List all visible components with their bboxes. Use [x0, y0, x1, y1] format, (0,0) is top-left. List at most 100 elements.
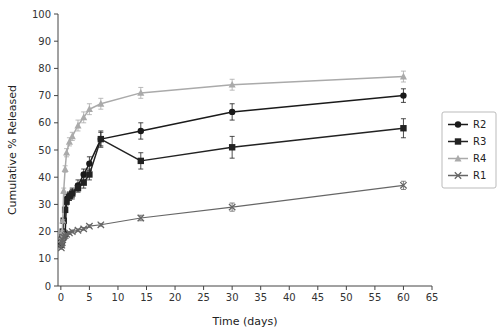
y-tick-label: 80	[38, 63, 51, 74]
x-tick	[403, 286, 404, 290]
point	[63, 198, 69, 204]
point	[80, 114, 87, 121]
x-tick	[346, 286, 347, 290]
x-tick-label: 65	[426, 292, 439, 303]
point	[138, 128, 144, 134]
x-tick-label: 60	[397, 292, 410, 303]
y-tick	[54, 14, 58, 15]
point	[138, 158, 144, 164]
x-tick	[203, 286, 204, 290]
x-tick	[317, 286, 318, 290]
point	[69, 190, 75, 196]
point	[137, 89, 144, 96]
point	[59, 217, 66, 224]
y-tick-label: 40	[38, 172, 51, 183]
legend-marker	[455, 138, 461, 144]
y-tick	[54, 122, 58, 123]
y-tick-label: 100	[32, 9, 51, 20]
x-tick-label: 5	[86, 292, 92, 303]
point	[138, 215, 144, 221]
point	[98, 136, 104, 142]
y-tick-label: 0	[45, 281, 51, 292]
point	[229, 144, 235, 150]
x-tick-label: 40	[283, 292, 296, 303]
legend-marker	[455, 172, 461, 178]
y-tick-label: 10	[38, 253, 51, 264]
plot-area	[58, 71, 407, 251]
x-tick	[374, 286, 375, 290]
legend-marker	[455, 121, 461, 127]
x-tick	[260, 286, 261, 290]
series	[58, 89, 407, 249]
point	[63, 149, 70, 156]
point	[86, 105, 93, 112]
line	[61, 185, 403, 248]
point	[75, 185, 81, 191]
error-bar	[230, 104, 235, 120]
point	[80, 171, 86, 177]
y-tick-label: 70	[38, 90, 51, 101]
chart: 0510152025303540455055606501020304050607…	[0, 0, 500, 333]
series	[58, 71, 407, 243]
y-tick	[54, 258, 58, 259]
point	[86, 171, 92, 177]
point	[400, 92, 406, 98]
point	[229, 81, 236, 88]
y-axis-label: Cumulative % Released	[6, 85, 19, 215]
x-tick-label: 20	[169, 292, 182, 303]
x-tick	[89, 286, 90, 290]
point	[62, 165, 69, 172]
point	[69, 228, 75, 234]
x-tick-label: 25	[197, 292, 210, 303]
point	[98, 222, 104, 228]
legend-label: R4	[473, 153, 486, 164]
error-bar	[70, 189, 75, 197]
point	[75, 227, 81, 233]
y-tick-label: 20	[38, 226, 51, 237]
x-tick	[232, 286, 233, 290]
error-bar	[75, 184, 80, 192]
point	[97, 100, 104, 107]
legend-label: R3	[473, 136, 486, 147]
line	[61, 128, 403, 242]
y-tick	[54, 150, 58, 151]
x-tick-label: 10	[112, 292, 125, 303]
error-bar	[230, 136, 235, 158]
error-bar	[401, 89, 406, 103]
x-tick-label: 30	[226, 292, 239, 303]
axes: 0510152025303540455055606501020304050607…	[32, 9, 438, 304]
point	[400, 73, 407, 80]
legend-marker	[454, 155, 461, 162]
x-axis-line	[58, 286, 432, 287]
point	[229, 109, 235, 115]
x-tick-label: 35	[254, 292, 267, 303]
x-tick-label: 55	[369, 292, 382, 303]
point	[80, 179, 86, 185]
series	[58, 181, 407, 251]
y-tick	[54, 177, 58, 178]
legend-label: R1	[473, 170, 486, 181]
point	[400, 125, 406, 131]
x-tick	[117, 286, 118, 290]
x-tick	[432, 286, 433, 290]
x-tick-label: 0	[58, 292, 64, 303]
y-tick	[54, 68, 58, 69]
point	[229, 204, 235, 210]
x-tick	[146, 286, 147, 290]
series	[58, 119, 407, 246]
error-bar	[401, 119, 406, 138]
x-tick-label: 50	[340, 292, 353, 303]
x-tick	[60, 286, 61, 290]
legend-frame	[442, 112, 496, 188]
y-tick-label: 30	[38, 199, 51, 210]
point	[98, 136, 104, 142]
y-tick-label: 50	[38, 145, 51, 156]
y-tick	[54, 95, 58, 96]
point	[74, 122, 81, 129]
x-tick	[289, 286, 290, 290]
point	[69, 133, 76, 140]
point	[86, 223, 92, 229]
line	[61, 77, 403, 240]
y-tick	[54, 286, 58, 287]
y-tick	[54, 41, 58, 42]
